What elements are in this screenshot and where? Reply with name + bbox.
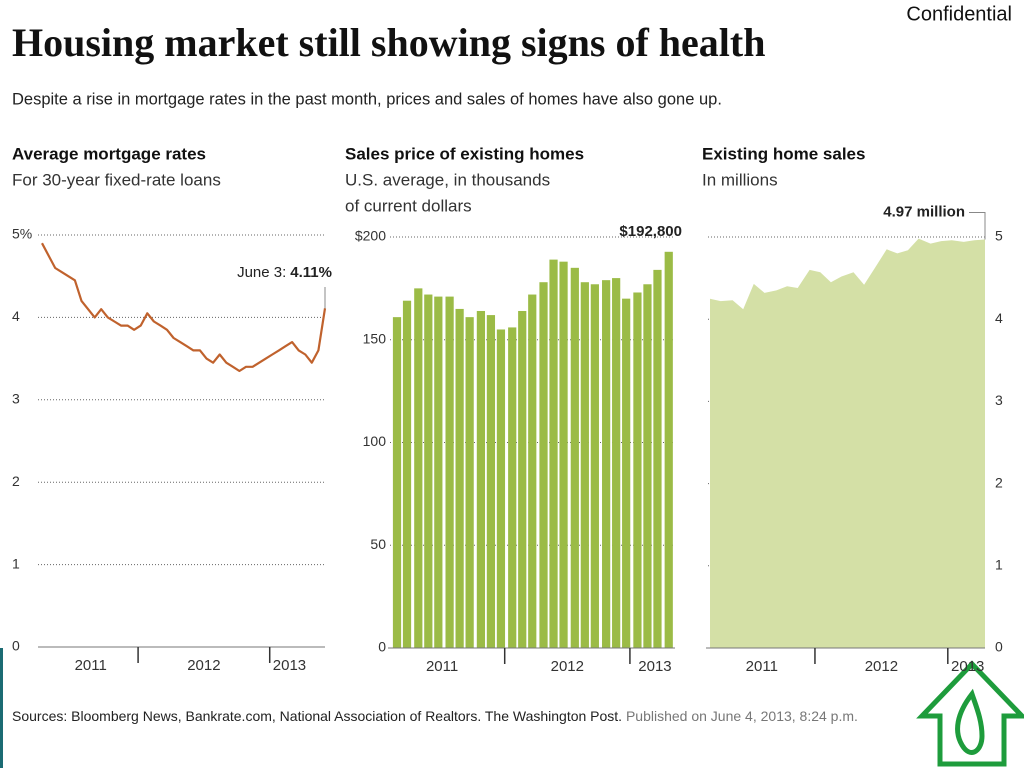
bar [539,282,548,648]
y-tick-label: 1 [12,555,20,571]
value-label: $192,800 [619,223,682,240]
bar [633,292,642,648]
y-tick-label: 3 [995,392,1003,408]
chart-subtitle: U.S. average, in thousands [345,170,550,189]
y-tick-label: 2 [995,474,1003,490]
chart-title: Average mortgage rates [12,144,206,163]
bar [643,284,652,648]
x-tick-label: 2011 [75,657,107,674]
annotation-label: June 3: [237,264,286,281]
main-subtitle: Despite a rise in mortgage rates in the … [12,90,722,108]
value-label: 4.11% [290,264,332,281]
bar [622,298,631,648]
bar [528,294,537,648]
source: Sources: Bloomberg News, Bankrate.com, N… [12,708,623,724]
bar [590,284,599,648]
bar [518,310,527,648]
logo-house [916,660,1024,767]
logo-leaf [955,688,985,755]
main-title: Housing market still showing signs of he… [12,20,765,65]
chart-subtitle: of current dollars [345,196,472,215]
line [41,242,327,373]
annotation: June 3: 4.11% [237,264,332,281]
annotation-leader [969,211,986,240]
bar [580,282,589,648]
y-tick-label: 3 [12,391,20,407]
bar [559,261,568,648]
bar [424,294,433,648]
chart-title: Sales price of existing homes [345,144,584,163]
bar [570,267,579,648]
published: Published on June 4, 2013, 8:24 p.m. [625,708,858,724]
y-tick-label: 4 [995,310,1003,326]
y-tick-label: $200 [355,228,386,244]
x-tick-label: 2011 [426,658,458,675]
y-tick-label: 4 [12,308,20,324]
x-tick-label: 2013 [951,658,984,675]
footer: Sources: Bloomberg News, Bankrate.com, N… [12,702,917,730]
x-tick-label: 2011 [746,658,778,675]
bar [612,278,621,648]
bar [496,329,506,648]
side-bar [0,648,3,768]
y-tick-label: 2 [12,473,20,489]
chart-subtitle: For 30-year fixed-rate loans [12,170,221,189]
y-tick-label: 100 [363,433,387,449]
value-label: 4.97 million [883,203,965,220]
bar [445,296,454,648]
bar [414,288,423,648]
bar [455,308,464,648]
chart-subtitle: In millions [702,170,778,189]
bar [392,317,402,648]
x-tick-label: 2013 [273,657,306,674]
bar [402,300,412,648]
bar [486,315,496,648]
y-tick-label: 1 [995,557,1003,573]
x-tick-label: 2013 [638,658,671,675]
bar [664,251,673,648]
x-tick-label: 2012 [865,658,898,675]
x-tick-label: 2012 [187,657,220,674]
bar [508,327,517,648]
bar [549,259,558,648]
logo [916,660,1024,767]
bar [476,310,486,648]
bar [434,296,443,648]
bar [653,269,662,648]
y-tick-label: 5% [12,226,32,242]
area [710,238,985,648]
y-tick-label: 150 [363,330,387,346]
y-tick-label: 0 [378,639,386,655]
bar [465,317,474,648]
y-tick-label: 0 [12,638,20,654]
chart-title: Existing home sales [702,144,865,163]
bar [602,280,611,648]
x-tick-label: 2012 [551,658,584,675]
y-tick-label: 0 [995,639,1003,655]
confidential-label: Confidential [906,3,1012,25]
y-tick-label: 5 [995,228,1003,244]
y-tick-label: 50 [370,536,386,552]
